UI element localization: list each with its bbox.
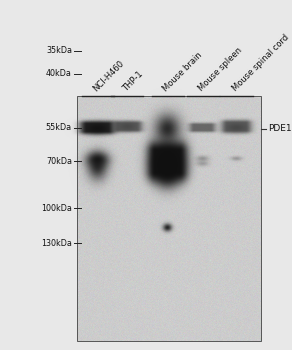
Text: 55kDa: 55kDa xyxy=(46,123,72,132)
Text: 100kDa: 100kDa xyxy=(41,204,72,213)
Bar xyxy=(77,96,261,341)
Text: Mouse spleen: Mouse spleen xyxy=(197,46,244,93)
Text: THP-1: THP-1 xyxy=(121,69,145,93)
Text: Mouse spinal cord: Mouse spinal cord xyxy=(230,33,290,93)
Text: 70kDa: 70kDa xyxy=(46,156,72,166)
Text: PDE1B: PDE1B xyxy=(268,124,292,133)
Text: 40kDa: 40kDa xyxy=(46,69,72,78)
Text: NCI-H460: NCI-H460 xyxy=(91,58,126,93)
Text: 130kDa: 130kDa xyxy=(41,239,72,248)
Text: Mouse brain: Mouse brain xyxy=(161,50,204,93)
Text: 35kDa: 35kDa xyxy=(46,46,72,55)
